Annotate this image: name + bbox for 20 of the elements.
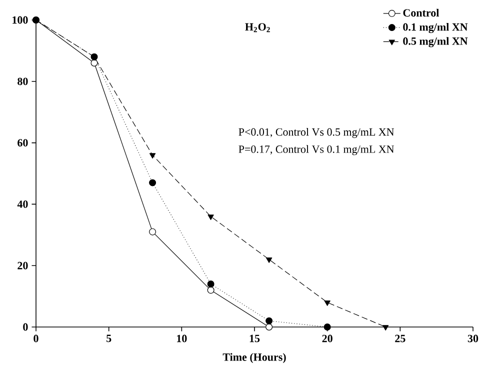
x-tick-label: 0 xyxy=(34,334,38,342)
annotation: P<0.01, Control Vs 0.5 mg/mL XN xyxy=(238,128,394,138)
x-tick-label: 20 xyxy=(322,334,332,342)
annotation: P=0.17, Control Vs 0.1 mg/mL XN xyxy=(238,145,394,156)
y-tick-label: 60 xyxy=(18,139,28,147)
legend-label: 0.1 mg/ml XN xyxy=(403,22,468,34)
y-tick-label: 100 xyxy=(12,16,28,24)
y-tick-label: 80 xyxy=(18,78,28,86)
x-tick-label: 30 xyxy=(468,334,478,342)
y-tick-label: 20 xyxy=(18,262,28,270)
x-tick-label: 25 xyxy=(395,334,406,342)
x-tick-label: 5 xyxy=(106,334,112,342)
legend-label: 0.5 mg/ml XN xyxy=(403,37,468,48)
legend-label: Control xyxy=(403,8,439,17)
x-tick-label: 10 xyxy=(177,334,187,342)
annotation: H$_{2}$O$_{2}$ xyxy=(245,23,270,32)
x-tick-label: 15 xyxy=(250,334,260,342)
x-axis-title: Time (Hours) xyxy=(222,353,286,364)
y-tick-label: 40 xyxy=(17,200,28,208)
y-tick-label: 0 xyxy=(23,323,28,331)
